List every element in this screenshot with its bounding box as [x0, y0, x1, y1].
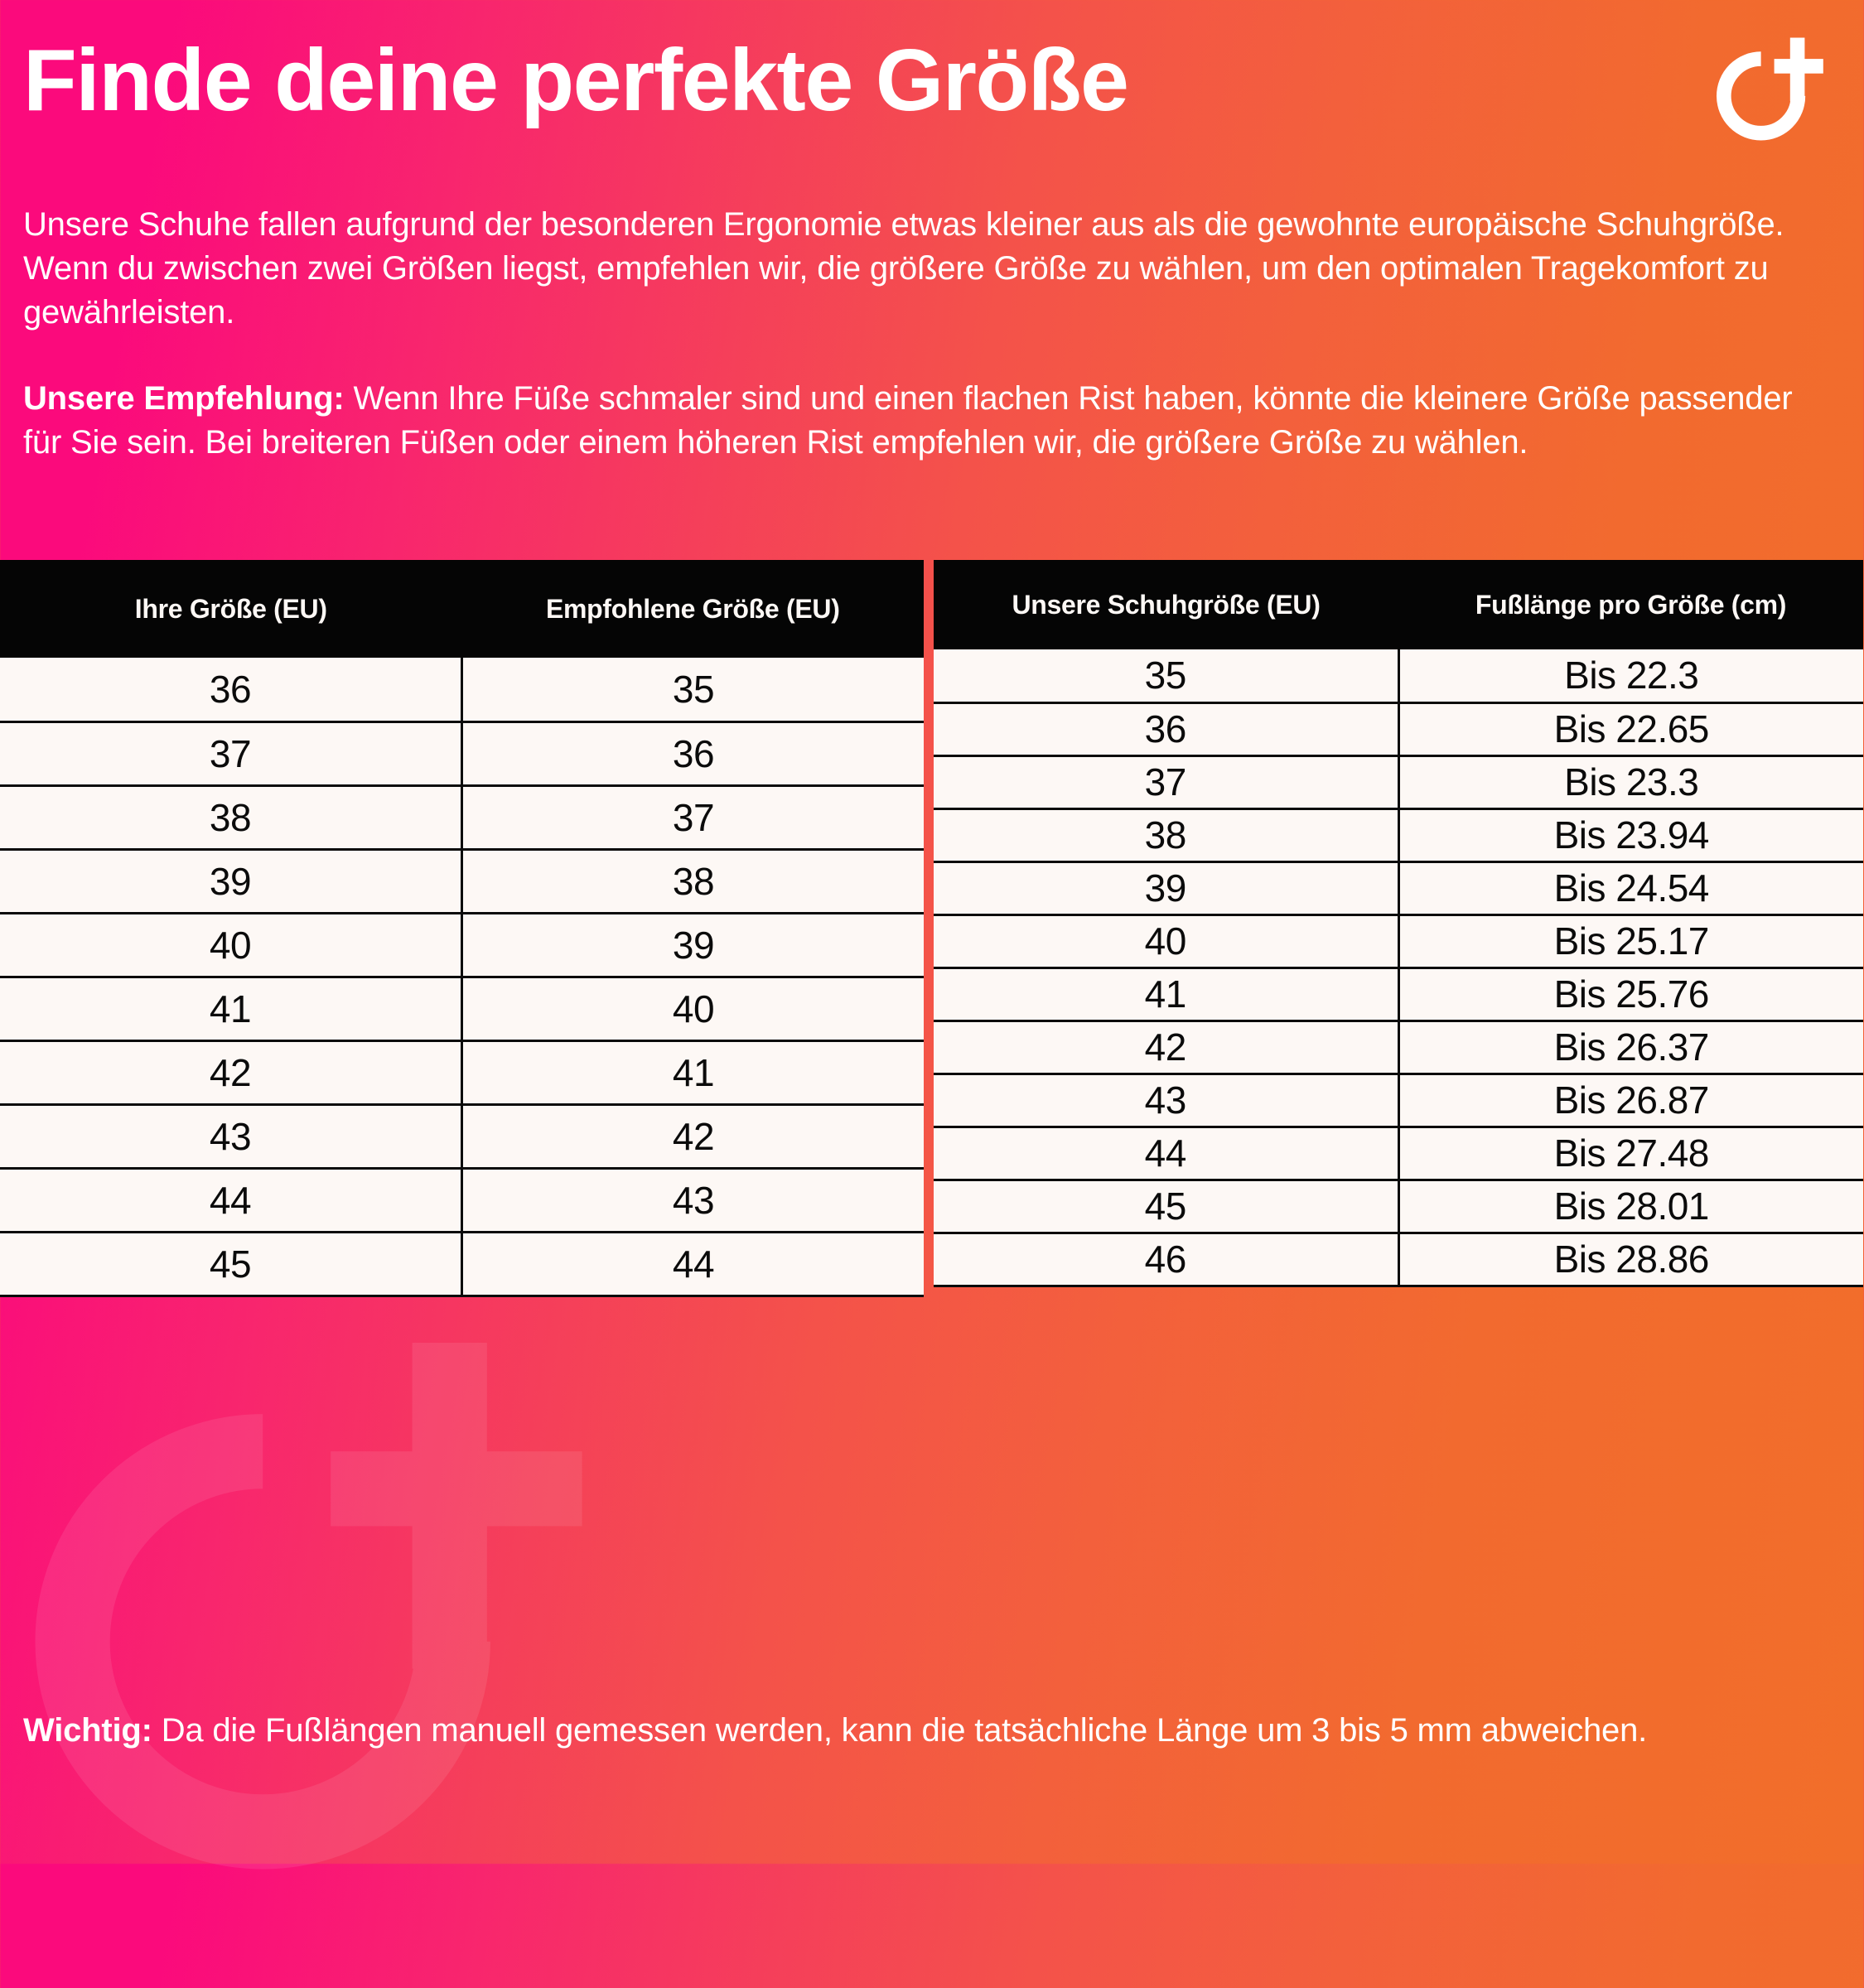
cell-foot-length: Bis 22.3: [1397, 649, 1863, 704]
cell-our-size: 44: [934, 1125, 1400, 1181]
cell-our-size: 38: [934, 807, 1400, 863]
recommendation-text: Wenn Ihre Füße schmaler sind und einen f…: [23, 380, 1793, 461]
cell-our-size: 39: [934, 860, 1400, 916]
cell-foot-length: Bis 26.87: [1397, 1072, 1863, 1128]
cell-recommended-size: 37: [461, 784, 924, 851]
table-row: 41 40: [0, 975, 924, 1042]
intro-paragraph: Unsere Schuhe fallen aufgrund der besond…: [23, 206, 1784, 331]
conversion-table: Ihre Größe (EU) Empfohlene Größe (EU) 36…: [0, 560, 924, 1297]
table-row: 42 Bis 26.37: [934, 1019, 1863, 1075]
cell-recommended-size: 35: [461, 658, 924, 723]
table-row: 39 Bis 24.54: [934, 860, 1863, 916]
cell-recommended-size: 39: [461, 911, 924, 978]
table-row: 45 Bis 28.01: [934, 1178, 1863, 1234]
recommendation-paragraph: Unsere Empfehlung: Wenn Ihre Füße schmal…: [23, 377, 1833, 465]
cell-your-size: 43: [0, 1103, 463, 1170]
cell-recommended-size: 40: [461, 975, 924, 1042]
cell-our-size: 40: [934, 913, 1400, 969]
table-row: 38 37: [0, 784, 924, 851]
conversion-table-wrapper: Ihre Größe (EU) Empfohlene Größe (EU) 36…: [0, 560, 924, 1297]
cell-recommended-size: 38: [461, 847, 924, 914]
cell-your-size: 36: [0, 658, 463, 723]
cell-our-size: 46: [934, 1231, 1400, 1287]
cell-your-size: 39: [0, 847, 463, 914]
table-row: 40 39: [0, 911, 924, 978]
cell-foot-length: Bis 26.37: [1397, 1019, 1863, 1075]
cell-foot-length: Bis 22.65: [1397, 701, 1863, 757]
table-header-row: Ihre Größe (EU) Empfohlene Größe (EU): [0, 560, 924, 658]
tables-container: Ihre Größe (EU) Empfohlene Größe (EU) 36…: [0, 560, 1864, 1297]
column-header-foot-length: Fußlänge pro Größe (cm): [1398, 560, 1863, 649]
cell-our-size: 42: [934, 1019, 1400, 1075]
cell-our-size: 43: [934, 1072, 1400, 1128]
cell-recommended-size: 42: [461, 1103, 924, 1170]
length-table-body: 35 Bis 22.3 36 Bis 22.65 37 Bis 23.3 38 Bis …: [934, 649, 1863, 1287]
cell-foot-length: Bis 25.76: [1397, 966, 1863, 1022]
table-row: 35 Bis 22.3: [934, 649, 1863, 704]
cell-your-size: 45: [0, 1230, 463, 1297]
cell-foot-length: Bis 28.01: [1397, 1178, 1863, 1234]
table-row: 46 Bis 28.86: [934, 1231, 1863, 1287]
column-header-your-size: Ihre Größe (EU): [0, 560, 462, 658]
table-row: 43 42: [0, 1103, 924, 1170]
table-row: 40 Bis 25.17: [934, 913, 1863, 969]
table-row: 44 43: [0, 1166, 924, 1233]
length-table-head: Unsere Schuhgröße (EU) Fußlänge pro Größ…: [934, 560, 1863, 649]
table-row: 37 36: [0, 720, 924, 787]
table-row: 36 35: [0, 658, 924, 723]
cell-your-size: 37: [0, 720, 463, 787]
recommendation-label: Unsere Empfehlung:: [23, 380, 345, 417]
cell-our-size: 37: [934, 754, 1400, 810]
conversion-table-body: 36 35 37 36 38 37 39 38 40 39 41 40 42 41 43 42 …: [0, 658, 924, 1297]
table-row: 38 Bis 23.94: [934, 807, 1863, 863]
cell-our-size: 41: [934, 966, 1400, 1022]
table-row: 45 44: [0, 1230, 924, 1297]
cell-foot-length: Bis 25.17: [1397, 913, 1863, 969]
column-header-our-size: Unsere Schuhgröße (EU): [934, 560, 1398, 649]
table-row: 39 38: [0, 847, 924, 914]
table-row: 41 Bis 25.76: [934, 966, 1863, 1022]
cell-recommended-size: 36: [461, 720, 924, 787]
column-header-recommended-size: Empfohlene Größe (EU): [461, 560, 924, 658]
cell-recommended-size: 41: [461, 1039, 924, 1106]
table-header-row: Unsere Schuhgröße (EU) Fußlänge pro Größ…: [934, 560, 1863, 649]
length-table-wrapper: Unsere Schuhgröße (EU) Fußlänge pro Größ…: [934, 560, 1863, 1287]
cell-your-size: 44: [0, 1166, 463, 1233]
circle-plus-logo-icon: [1700, 29, 1833, 166]
conversion-table-head: Ihre Größe (EU) Empfohlene Größe (EU): [0, 560, 924, 658]
cell-foot-length: Bis 28.86: [1397, 1231, 1863, 1287]
table-row: 36 Bis 22.65: [934, 701, 1863, 757]
cell-foot-length: Bis 24.54: [1397, 860, 1863, 916]
cell-foot-length: Bis 23.3: [1397, 754, 1863, 810]
size-guide-page: Finde deine perfekte Größe Unsere Schuhe…: [0, 31, 1864, 1753]
cell-our-size: 36: [934, 701, 1400, 757]
length-table: Unsere Schuhgröße (EU) Fußlänge pro Größ…: [934, 560, 1863, 1287]
important-text: Da die Fußlängen manuell gemessen werden…: [152, 1712, 1648, 1749]
table-row: 37 Bis 23.3: [934, 754, 1863, 810]
page-title: Finde deine perfekte Größe: [23, 31, 1129, 129]
cell-your-size: 42: [0, 1039, 463, 1106]
cell-foot-length: Bis 27.48: [1397, 1125, 1863, 1181]
important-note: Wichtig: Da die Fußlängen manuell gemess…: [23, 1709, 1837, 1753]
table-row: 44 Bis 27.48: [934, 1125, 1863, 1181]
important-label: Wichtig:: [23, 1712, 152, 1749]
cell-our-size: 45: [934, 1178, 1400, 1234]
table-row: 43 Bis 26.87: [934, 1072, 1863, 1128]
cell-your-size: 38: [0, 784, 463, 851]
cell-recommended-size: 43: [461, 1166, 924, 1233]
cell-our-size: 35: [934, 649, 1400, 704]
header-section: Finde deine perfekte Größe: [23, 31, 1841, 141]
cell-foot-length: Bis 23.94: [1397, 807, 1863, 863]
cell-recommended-size: 44: [461, 1230, 924, 1297]
table-row: 42 41: [0, 1039, 924, 1106]
cell-your-size: 41: [0, 975, 463, 1042]
cell-your-size: 40: [0, 911, 463, 978]
